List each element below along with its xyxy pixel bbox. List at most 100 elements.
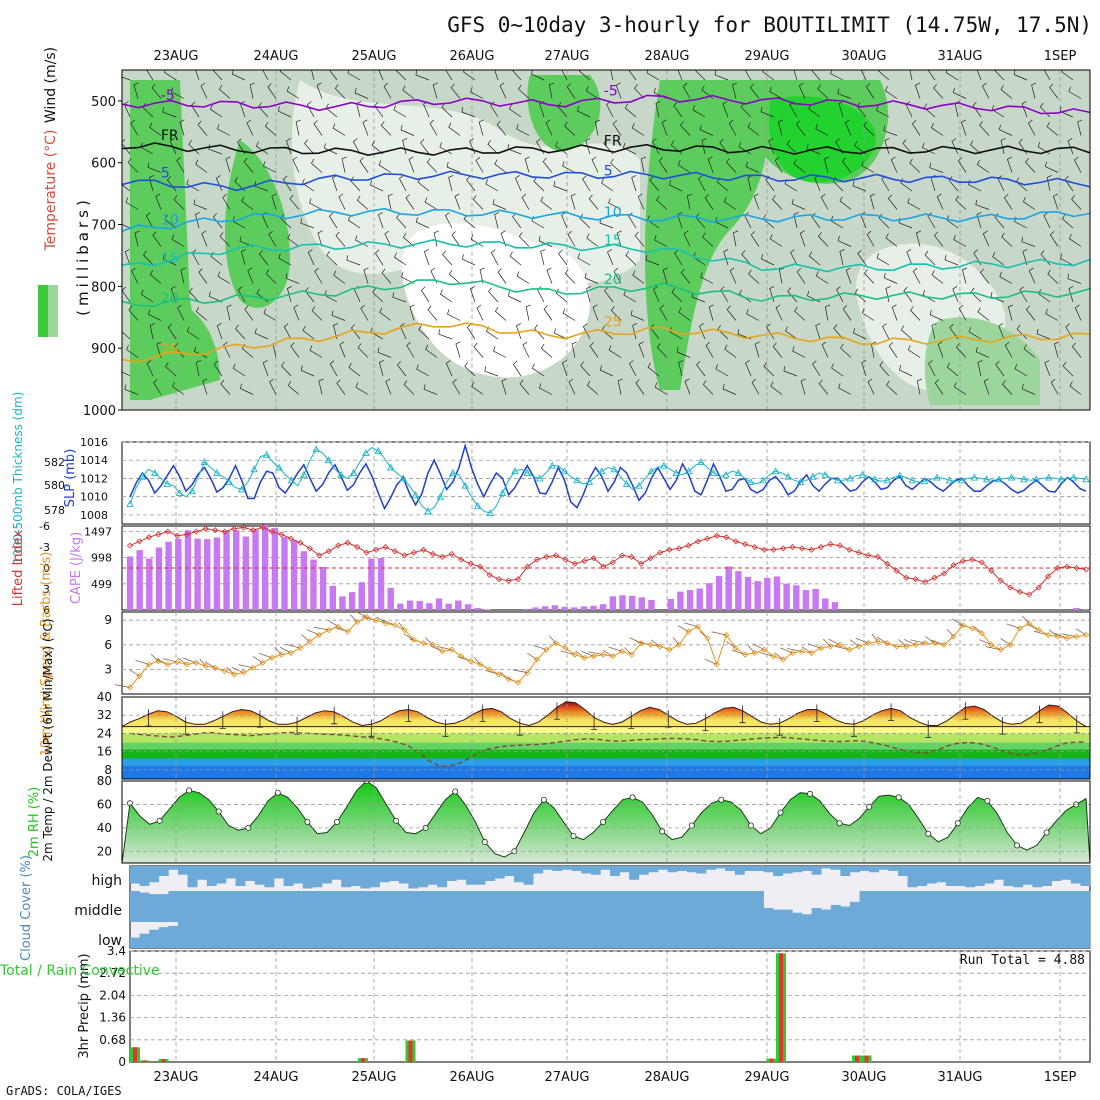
wind-barb	[282, 175, 292, 192]
cloud-middle-bar	[245, 891, 256, 922]
wind-barb	[426, 158, 438, 173]
cloud-middle-bar	[936, 891, 947, 922]
isotherm-label: 25	[604, 315, 622, 331]
cape-bar	[213, 537, 221, 610]
wind-barb	[769, 234, 783, 247]
wind-barb	[548, 82, 555, 99]
wind-barb	[837, 235, 852, 247]
wind-barb	[793, 70, 798, 81]
wind-barb	[702, 232, 714, 247]
cloud-low-bar	[946, 922, 956, 948]
cloud-middle-bar	[1051, 891, 1062, 922]
cloud-low-bar	[706, 922, 716, 948]
cape-bar	[542, 606, 549, 610]
wind-barb	[179, 119, 185, 136]
cloud-high-bar	[792, 866, 803, 873]
wind-barb	[124, 248, 131, 266]
wind-barb	[577, 253, 591, 266]
lifted-marker	[1073, 564, 1080, 572]
rh2m-marker	[866, 803, 873, 810]
cloud-middle-bar	[139, 892, 150, 922]
top-date-label: 26AUG	[449, 49, 494, 64]
wind-barb	[507, 291, 522, 303]
wind-barb	[164, 214, 177, 229]
wind-barb	[1046, 175, 1052, 192]
wind10m-barb	[425, 637, 434, 646]
wind-barb	[290, 342, 300, 358]
lifted-marker	[344, 539, 351, 546]
lifted-marker	[202, 525, 209, 532]
wind-barb	[564, 269, 576, 284]
wind-barb	[1061, 70, 1074, 81]
wind-barb	[677, 70, 683, 81]
cloud-middle-bar	[994, 891, 1004, 922]
cloud-middle-bar	[504, 891, 515, 922]
cape-bar	[696, 588, 703, 610]
wind-barb	[430, 267, 438, 284]
wind-barb	[126, 344, 139, 358]
lifted-marker	[959, 557, 967, 565]
thickness-marker	[461, 481, 469, 489]
bottom-date-label: 30AUG	[841, 1070, 886, 1085]
slp-tick-label: 1016	[80, 436, 108, 449]
cloud-low-bar	[149, 929, 160, 948]
wind-barb	[1064, 175, 1074, 192]
wind-barb	[869, 193, 876, 210]
cape-tick-label: 499	[91, 578, 112, 591]
wind-barb	[165, 362, 177, 377]
cloud-low-bar	[754, 922, 764, 948]
cloud-middle-bar	[427, 891, 438, 922]
wind10m-marker	[950, 633, 957, 640]
wind-barb	[1036, 328, 1051, 340]
wind-barb	[564, 121, 576, 136]
wind-barb	[1074, 304, 1082, 321]
cloud-high-bar	[418, 866, 428, 888]
cape-bar	[793, 585, 800, 610]
wind-barb	[995, 360, 1005, 377]
cloud-middle-bar	[600, 891, 611, 922]
cape-bar	[377, 558, 385, 610]
wind-barb	[515, 323, 522, 340]
wind10m-barb	[726, 641, 737, 649]
wind-barb	[195, 70, 200, 81]
precip-ticks: 0 0.68 1.36 2.04 2.72 3.4 3hr Precip (mm)Total…	[0, 944, 160, 1069]
thickness-marker	[585, 478, 594, 486]
wind-barb	[748, 269, 760, 284]
wind-barb	[702, 380, 714, 395]
cloud-low-bar	[264, 922, 275, 948]
chart-title: GFS 0~10day 3-hourly for BOUTILIMIT (14.…	[447, 13, 1092, 37]
thickness-marker	[436, 492, 445, 500]
cloud-low-bar	[686, 922, 697, 948]
wind-barb	[844, 119, 852, 136]
cloud-low-bar	[206, 922, 217, 948]
wind-barb	[170, 285, 177, 303]
lifted-marker	[1045, 573, 1052, 580]
cloud-low-bar	[504, 922, 515, 948]
thickness-marker	[660, 461, 668, 469]
cloud-high-bar	[1042, 866, 1052, 886]
cloud-middle-bar	[283, 891, 294, 922]
cape-bar	[735, 571, 742, 610]
wind-barb	[645, 255, 660, 266]
cloud-high-bar	[1080, 866, 1091, 886]
cloud-low-bar	[1070, 922, 1081, 948]
rh2m-tick-label: 60	[97, 797, 112, 811]
wind-barb	[930, 122, 944, 136]
wind-barb	[1047, 269, 1059, 284]
wind-barb	[684, 378, 691, 395]
wind-barb	[398, 175, 407, 192]
cloud-low-bar	[197, 922, 208, 948]
rh2m-series	[122, 781, 1090, 863]
cloud-middle-bar	[360, 891, 371, 922]
wind10m-marker	[448, 646, 455, 653]
cape-bar	[822, 598, 829, 610]
wind-barb	[402, 85, 415, 99]
wind-barb	[1049, 231, 1059, 247]
wind-barb	[1003, 194, 1013, 210]
wind-barb	[724, 344, 737, 358]
wind-barb	[396, 213, 407, 229]
wind-barb	[567, 230, 576, 247]
cloud-low-bar	[466, 922, 476, 948]
temperature-band	[122, 765, 1090, 779]
wind-barb	[637, 193, 645, 210]
